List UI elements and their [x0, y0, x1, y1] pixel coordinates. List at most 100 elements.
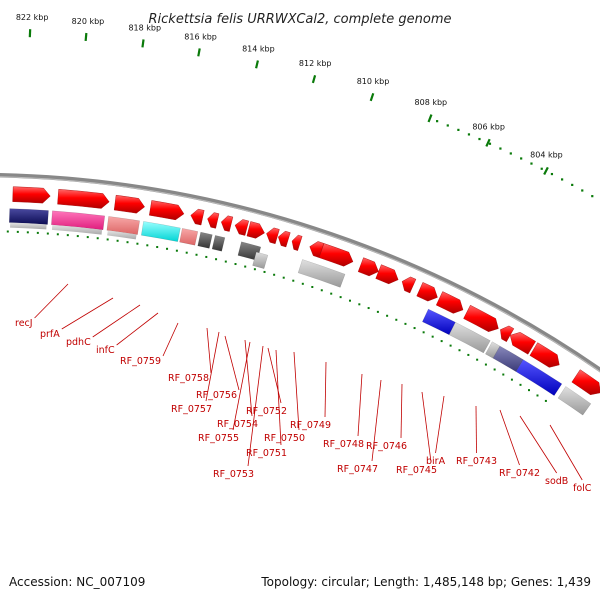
inner-scale-dot — [185, 251, 188, 254]
gene-label: RF_0756 — [196, 390, 237, 401]
gene-labels: recJ prfA pdhC infC RF_0759 RF_0758 RF_0757 RF_… — [15, 318, 592, 494]
inner-scale-dot — [292, 279, 295, 282]
cog-feature[interactable] — [252, 251, 269, 269]
gene-arrow[interactable] — [278, 230, 291, 248]
gene-label-leader — [205, 331, 220, 402]
gene-label: RF_0749 — [290, 420, 331, 431]
gene-arrow[interactable] — [509, 332, 536, 355]
inner-scale-dot — [536, 394, 539, 397]
cog-feature[interactable] — [557, 386, 592, 416]
cog-feature[interactable] — [485, 341, 501, 359]
gene-track — [12, 186, 600, 396]
scale-tick-label: 820 kbp — [72, 17, 105, 26]
inner-scale-dot — [253, 268, 256, 271]
gene-label: RF_0759 — [120, 356, 161, 367]
inner-scale-dot — [449, 344, 452, 347]
inner-scale-dot — [56, 233, 59, 236]
gene-arrow[interactable] — [435, 291, 464, 314]
gene-label-leader — [400, 383, 403, 439]
cog-feature[interactable] — [197, 231, 213, 249]
cog-feature-band — [51, 224, 103, 235]
gene-arrow[interactable] — [318, 243, 354, 267]
gene-arrow[interactable] — [357, 257, 379, 277]
scale-tick-label: 804 kbp — [530, 150, 563, 159]
scale-tick-label: 818 kbp — [128, 23, 161, 32]
gene-arrow[interactable] — [149, 200, 185, 221]
gene-arrow[interactable] — [529, 342, 560, 368]
scale-tick — [311, 74, 317, 84]
gene-arrow[interactable] — [416, 282, 438, 302]
scale-tick-label: 808 kbp — [415, 98, 448, 107]
cog-feature-band — [107, 230, 137, 240]
gene-label: infC — [96, 345, 115, 356]
gene-label: RF_0753 — [213, 469, 254, 480]
cog-feature[interactable] — [448, 322, 491, 354]
gene-arrow[interactable] — [190, 208, 205, 226]
gene-arrow[interactable] — [12, 186, 51, 204]
cog-feature[interactable] — [141, 221, 181, 242]
cog-feature[interactable] — [515, 359, 563, 396]
inner-scale-dot — [166, 247, 169, 250]
inner-scale-dot — [367, 307, 370, 310]
cog-feature[interactable] — [9, 208, 49, 225]
inner-scale-dot — [224, 260, 227, 263]
scale-tick — [84, 32, 88, 42]
scale-dot — [530, 162, 533, 165]
gene-label-leader — [324, 361, 327, 418]
gene-arrow[interactable] — [221, 215, 234, 232]
gene-label: RF_0748 — [323, 439, 364, 450]
gene-label: RF_0745 — [396, 465, 437, 476]
cog-feature[interactable] — [492, 345, 524, 372]
scale-tick — [427, 114, 433, 123]
gene-label-leader — [421, 391, 432, 463]
gene-arrow[interactable] — [234, 219, 249, 236]
scale-dot — [446, 124, 449, 127]
inner-scale-dot — [205, 255, 208, 258]
inner-scale-dot — [467, 353, 470, 356]
gene-label-leader — [549, 424, 583, 481]
scale-dot — [520, 157, 523, 160]
gene-arrow[interactable] — [113, 194, 145, 214]
inner-scale-dot — [86, 236, 89, 239]
scale-dot — [550, 172, 554, 176]
gene-arrow[interactable] — [207, 212, 220, 229]
gene-label-leader — [371, 379, 382, 462]
scale-tick — [255, 60, 259, 69]
gene-arrow[interactable] — [246, 221, 265, 239]
gene-arrow[interactable] — [266, 227, 280, 245]
cog-feature[interactable] — [211, 235, 226, 252]
cog-feature[interactable] — [297, 259, 346, 288]
gene-label: RF_0754 — [217, 419, 258, 430]
gene-label: RF_0750 — [264, 433, 305, 444]
gene-arrow[interactable] — [57, 189, 110, 209]
inner-scale-dot — [386, 314, 389, 317]
inner-scale-dot — [458, 349, 461, 352]
inner-scale-dot — [244, 265, 247, 268]
inner-scale-dot — [46, 232, 49, 235]
inner-scale-dot — [282, 276, 285, 279]
gene-arrow[interactable] — [463, 304, 499, 332]
cog-feature[interactable] — [422, 308, 456, 336]
gene-label: recJ — [15, 318, 33, 329]
scale-dot — [436, 120, 439, 123]
cog-feature[interactable] — [179, 228, 199, 246]
gene-label: RF_0743 — [456, 456, 497, 467]
inner-scale-dot — [215, 258, 218, 261]
inner-scale-dot — [116, 239, 119, 242]
inner-scale-dot — [395, 318, 398, 321]
inner-scale-dot — [330, 292, 333, 295]
inner-scale-dot — [311, 285, 314, 288]
cog-feature-band — [10, 222, 47, 230]
scale-tick — [141, 39, 145, 48]
gene-arrow[interactable] — [291, 234, 303, 251]
gene-label-leader — [34, 283, 69, 319]
cog-track — [9, 208, 592, 416]
inner-scale-dot — [16, 230, 19, 233]
inner-scale-dot — [320, 289, 323, 292]
gene-arrow[interactable] — [401, 276, 417, 294]
gene-arrow[interactable] — [571, 369, 600, 396]
inner-scale-dot — [36, 231, 39, 234]
inner-scale-dot — [66, 234, 69, 237]
gene-arrow[interactable] — [375, 264, 399, 285]
scale-tick — [197, 48, 201, 57]
